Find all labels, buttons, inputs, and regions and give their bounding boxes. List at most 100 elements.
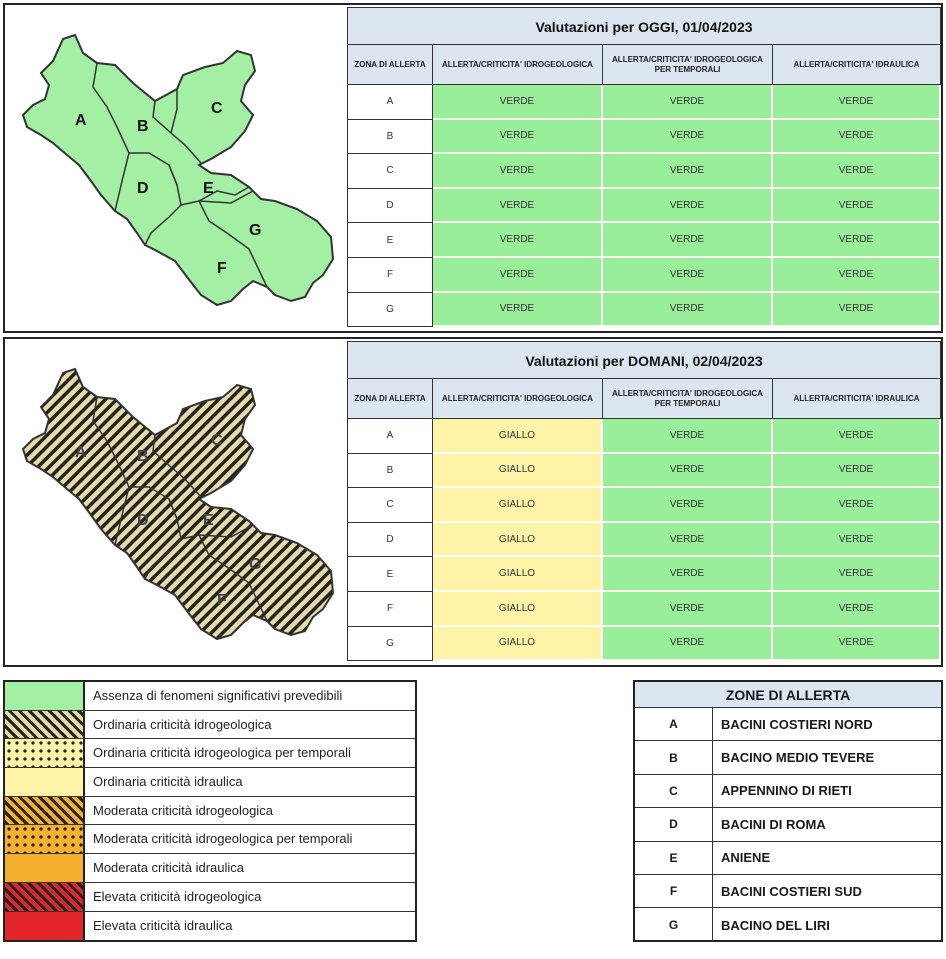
legend-label: Moderata criticità idrogeologica — [93, 802, 273, 818]
zone-cell: G — [347, 626, 433, 662]
header-zona: ZONA DI ALLERTA — [347, 379, 433, 419]
lazio-map-tomorrow: A B C D E F G — [21, 367, 335, 641]
zone-row: E ANIENE — [635, 841, 941, 875]
lazio-region-shape — [21, 367, 335, 641]
zones-title: ZONE DI ALLERTA — [635, 682, 941, 708]
swatch-orange — [5, 854, 85, 882]
map-label-g: G — [249, 556, 261, 573]
status-cell: VERDE — [773, 591, 941, 627]
status-cell: VERDE — [603, 154, 773, 189]
legend-label: Assenza di fenomeni significativi preved… — [93, 688, 343, 703]
header-temporali: ALLERTA/CRITICITA' IDROGEOLOGICA PER TEM… — [603, 379, 773, 419]
swatch-yellow — [5, 768, 85, 796]
status-cell: VERDE — [433, 188, 603, 224]
status-cell: GIALLO — [433, 453, 603, 489]
zone-letter: D — [635, 808, 713, 841]
legend-row: Ordinaria criticità idrogeologica — [5, 710, 415, 740]
status-cell: VERDE — [433, 154, 603, 189]
status-cell: VERDE — [773, 557, 941, 592]
map-label-g: G — [249, 222, 261, 239]
lazio-map-today: A B C D E F G — [21, 33, 335, 307]
zone-name: BACINI COSTIERI NORD — [721, 716, 873, 732]
status-cell: VERDE — [603, 119, 773, 155]
swatch-orange-hatch — [5, 796, 85, 825]
zone-letter: A — [635, 708, 713, 741]
map-label-f: F — [217, 260, 227, 277]
status-cell: VERDE — [773, 453, 941, 489]
status-cell: VERDE — [603, 188, 773, 224]
swatch-orange-dots — [5, 825, 85, 854]
map-label-a: A — [75, 112, 87, 129]
zone-letter: E — [635, 841, 713, 874]
legend-row: Assenza di fenomeni significativi preved… — [5, 682, 415, 711]
status-cell: GIALLO — [433, 557, 603, 592]
zone-name: APPENNINO DI RIETI — [721, 783, 852, 799]
status-cell: GIALLO — [433, 419, 603, 454]
map-label-d: D — [137, 180, 149, 197]
status-cell: VERDE — [433, 223, 603, 258]
header-idraulica: ALLERTA/CRITICITA' IDRAULICA — [773, 379, 941, 419]
status-cell: VERDE — [773, 626, 941, 662]
zone-row: G BACINO DEL LIRI — [635, 908, 941, 942]
status-cell: VERDE — [773, 419, 941, 454]
zone-name: BACINO DEL LIRI — [721, 917, 830, 933]
status-cell: VERDE — [773, 119, 941, 155]
legend-row: Elevata criticità idrogeologica — [5, 882, 415, 912]
status-cell: VERDE — [433, 85, 603, 120]
legend-row: Moderata criticità idraulica — [5, 854, 415, 883]
header-idrogeologica: ALLERTA/CRITICITA' IDROGEOLOGICA — [433, 379, 603, 419]
zone-cell: E — [347, 557, 433, 592]
swatch-red-hatch — [5, 882, 85, 911]
zone-cell: B — [347, 453, 433, 489]
legend-row: Ordinaria criticità idraulica — [5, 768, 415, 797]
today-table: Valutazioni per OGGI, 01/04/2023 ZONA DI… — [347, 7, 941, 329]
legend-row: Ordinaria criticità idrogeologica per te… — [5, 739, 415, 769]
status-cell: GIALLO — [433, 591, 603, 627]
header-zona: ZONA DI ALLERTA — [347, 45, 433, 85]
zone-row: C APPENNINO DI RIETI — [635, 774, 941, 809]
status-cell: GIALLO — [433, 522, 603, 558]
status-cell: VERDE — [603, 257, 773, 293]
map-label-e: E — [203, 512, 214, 529]
lazio-region-shape — [21, 33, 335, 307]
zone-name: ANIENE — [721, 850, 771, 866]
zone-row: F BACINI COSTIERI SUD — [635, 874, 941, 909]
status-cell: VERDE — [773, 223, 941, 258]
zone-cell: E — [347, 223, 433, 258]
today-title: Valutazioni per OGGI, 01/04/2023 — [347, 7, 941, 45]
status-cell: VERDE — [603, 522, 773, 558]
zone-letter: G — [635, 908, 713, 942]
swatch-red — [5, 911, 85, 941]
status-cell: VERDE — [603, 223, 773, 258]
zone-row: B BACINO MEDIO TEVERE — [635, 741, 941, 775]
status-cell: VERDE — [773, 522, 941, 558]
header-idrogeologica: ALLERTA/CRITICITA' IDROGEOLOGICA — [433, 45, 603, 85]
status-cell: GIALLO — [433, 626, 603, 662]
map-label-a: A — [75, 444, 87, 461]
status-cell: VERDE — [603, 488, 773, 523]
zone-borders-tomorrow — [92, 396, 268, 622]
map-label-e: E — [203, 180, 214, 197]
legend-label: Ordinaria criticità idrogeologica — [93, 716, 272, 732]
status-cell: VERDE — [773, 292, 941, 328]
legend: Assenza di fenomeni significativi preved… — [3, 680, 417, 942]
map-label-d: D — [137, 512, 149, 529]
today-panel: A B C D E F G Valutazioni per OGGI, 01/0… — [3, 3, 943, 333]
map-label-b: B — [137, 448, 149, 465]
zone-cell: A — [347, 419, 433, 454]
zone-cell: D — [347, 522, 433, 558]
swatch-yellow-hatch — [5, 710, 85, 739]
legend-label: Elevata criticità idraulica — [93, 917, 233, 933]
today-map: A B C D E F G — [5, 5, 345, 331]
zone-name: BACINI DI ROMA — [721, 816, 826, 832]
today-grid: ZONA DI ALLERTA ALLERTA/CRITICITA' IDROG… — [347, 45, 941, 328]
zones-table: ZONE DI ALLERTA A BACINI COSTIERI NORD B… — [633, 680, 943, 942]
status-cell: VERDE — [603, 557, 773, 592]
zone-letter: C — [635, 774, 713, 808]
zone-letter: F — [635, 874, 713, 908]
status-cell: VERDE — [433, 292, 603, 328]
header-idraulica: ALLERTA/CRITICITA' IDRAULICA — [773, 45, 941, 85]
zone-borders-today — [92, 62, 268, 288]
status-cell: VERDE — [603, 591, 773, 627]
